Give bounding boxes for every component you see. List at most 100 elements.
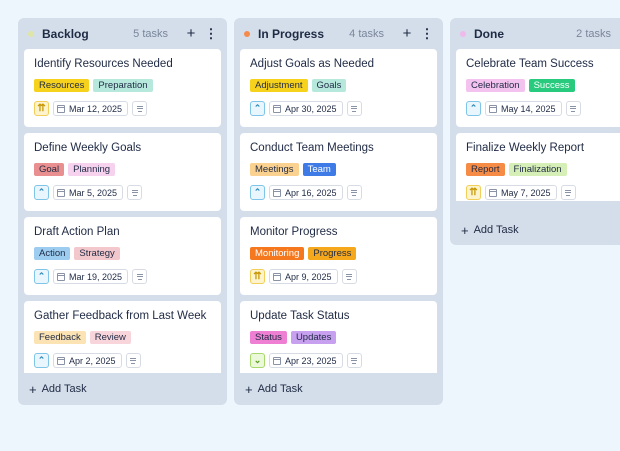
priority-medium-icon[interactable]: ⌃ — [34, 185, 49, 200]
column-task-count: 5 tasks — [133, 28, 168, 40]
priority-medium-icon[interactable]: ⌃ — [250, 101, 265, 116]
due-date-chip[interactable]: Mar 19, 2025 — [53, 269, 129, 284]
plus-icon[interactable]: + — [402, 25, 412, 42]
column-done: Done 2 tasks Celebrate Team Success Celeb… — [450, 18, 620, 245]
due-date-text: Apr 9, 2025 — [285, 271, 332, 282]
description-icon[interactable] — [125, 353, 141, 368]
priority-high-icon[interactable]: ⇈ — [250, 269, 265, 284]
task-card[interactable]: Update Task Status Status Updates ⌄ Apr 23, … — [240, 301, 437, 373]
task-tags: Goal Planning — [34, 163, 116, 176]
due-date-text: Mar 19, 2025 — [69, 271, 123, 282]
task-tags: Resources Preparation — [34, 79, 153, 92]
priority-medium-icon[interactable]: ⌃ — [34, 353, 49, 368]
task-card[interactable]: Draft Action Plan Action Strategy ⌃ Mar 19, … — [24, 217, 221, 295]
task-tags: Action Strategy — [34, 247, 120, 260]
task-card[interactable]: Adjust Goals as Needed Adjustment Goals ⌃ Ap… — [240, 49, 437, 127]
column-status-dot — [28, 31, 34, 37]
plus-icon: + — [245, 381, 253, 397]
task-card[interactable]: Identify Resources Needed Resources Prepar… — [24, 49, 221, 127]
priority-medium-icon[interactable]: ⌃ — [466, 101, 481, 116]
more-vertical-icon[interactable]: ⋮ — [420, 26, 434, 41]
column-title: In Progress — [258, 27, 325, 41]
task-title: Adjust Goals as Needed — [250, 58, 375, 70]
task-title: Define Weekly Goals — [34, 142, 142, 154]
due-date-chip[interactable]: Mar 5, 2025 — [53, 185, 124, 200]
task-tags: Meetings Team — [250, 163, 336, 176]
task-tags: Adjustment Goals — [250, 79, 347, 92]
task-tag: Finalization — [508, 163, 567, 176]
due-date-chip[interactable]: Mar 12, 2025 — [53, 101, 129, 116]
task-title: Monitor Progress — [250, 226, 338, 238]
task-title: Update Task Status — [250, 310, 350, 322]
task-card[interactable]: Monitor Progress Monitoring Progress ⇈ Apr 9… — [240, 217, 437, 295]
calendar-icon — [57, 272, 65, 281]
priority-high-icon[interactable]: ⇈ — [466, 185, 481, 200]
description-icon[interactable] — [346, 353, 362, 368]
description-icon[interactable] — [346, 101, 362, 116]
task-card[interactable]: Finalize Weekly Report Report Finalization… — [456, 133, 620, 201]
task-list: Identify Resources Needed Resources Prepar… — [24, 49, 221, 373]
task-title: Draft Action Plan — [34, 226, 120, 238]
due-date-text: May 14, 2025 — [501, 103, 556, 114]
add-task-label: Add Task — [473, 224, 519, 236]
description-icon[interactable] — [560, 185, 576, 200]
task-meta: ⌃ Mar 19, 2025 — [34, 269, 148, 284]
add-task-label: Add Task — [41, 383, 87, 395]
due-date-chip[interactable]: Apr 9, 2025 — [269, 269, 338, 284]
description-icon[interactable] — [341, 269, 357, 284]
due-date-text: Apr 16, 2025 — [285, 187, 337, 198]
plus-icon: + — [461, 222, 469, 238]
add-task-label: Add Task — [257, 383, 303, 395]
add-task-button[interactable]: + Add Task — [245, 373, 303, 405]
task-tag: Feedback — [34, 331, 86, 344]
calendar-icon — [273, 188, 281, 197]
due-date-chip[interactable]: Apr 2, 2025 — [53, 353, 122, 368]
task-tag: Celebration — [466, 79, 525, 92]
due-date-chip[interactable]: Apr 23, 2025 — [269, 353, 343, 368]
task-tag: Goal — [34, 163, 65, 176]
column-status-dot — [244, 31, 250, 37]
column-task-count: 2 tasks — [576, 28, 611, 40]
task-card[interactable]: Celebrate Team Success Celebration Success… — [456, 49, 620, 127]
calendar-icon — [57, 104, 65, 113]
add-task-button[interactable]: + Add Task — [29, 373, 87, 405]
due-date-chip[interactable]: Apr 30, 2025 — [269, 101, 343, 116]
task-list: Celebrate Team Success Celebration Success… — [456, 49, 620, 201]
task-card[interactable]: Define Weekly Goals Goal Planning ⌃ Mar 5, 2… — [24, 133, 221, 211]
due-date-chip[interactable]: Apr 16, 2025 — [269, 185, 343, 200]
task-meta: ⌃ Mar 5, 2025 — [34, 185, 143, 200]
calendar-icon — [489, 104, 497, 113]
task-card[interactable]: Gather Feedback from Last Week Feedback Re… — [24, 301, 221, 373]
due-date-text: Mar 5, 2025 — [69, 187, 118, 198]
due-date-chip[interactable]: May 7, 2025 — [485, 185, 557, 200]
description-icon[interactable] — [127, 185, 143, 200]
priority-medium-icon[interactable]: ⌃ — [34, 269, 49, 284]
add-task-button[interactable]: + Add Task — [461, 220, 519, 240]
calendar-icon — [57, 356, 65, 365]
task-card[interactable]: Conduct Team Meetings Meetings Team ⌃ Apr 16… — [240, 133, 437, 211]
task-tag: Preparation — [93, 79, 153, 92]
priority-low-icon[interactable]: ⌄ — [250, 353, 265, 368]
task-tags: Status Updates — [250, 331, 337, 344]
column-title: Backlog — [42, 27, 89, 41]
plus-icon: + — [29, 381, 37, 397]
task-tag: Planning — [68, 163, 116, 176]
calendar-icon — [273, 272, 281, 281]
plus-icon[interactable]: + — [186, 25, 196, 42]
priority-medium-icon[interactable]: ⌃ — [250, 185, 265, 200]
more-vertical-icon[interactable]: ⋮ — [204, 26, 218, 41]
description-icon[interactable] — [132, 269, 148, 284]
task-tag: Status — [250, 331, 287, 344]
description-icon[interactable] — [132, 101, 148, 116]
due-date-chip[interactable]: May 14, 2025 — [485, 101, 562, 116]
column-task-count: 4 tasks — [349, 28, 384, 40]
task-meta: ⌃ Apr 2, 2025 — [34, 353, 141, 368]
priority-high-icon[interactable]: ⇈ — [34, 101, 49, 116]
calendar-icon — [273, 104, 281, 113]
task-meta: ⌃ May 14, 2025 — [466, 101, 581, 116]
task-meta: ⌃ Apr 30, 2025 — [250, 101, 362, 116]
task-tag: Review — [89, 331, 131, 344]
description-icon[interactable] — [346, 185, 362, 200]
description-icon[interactable] — [565, 101, 581, 116]
